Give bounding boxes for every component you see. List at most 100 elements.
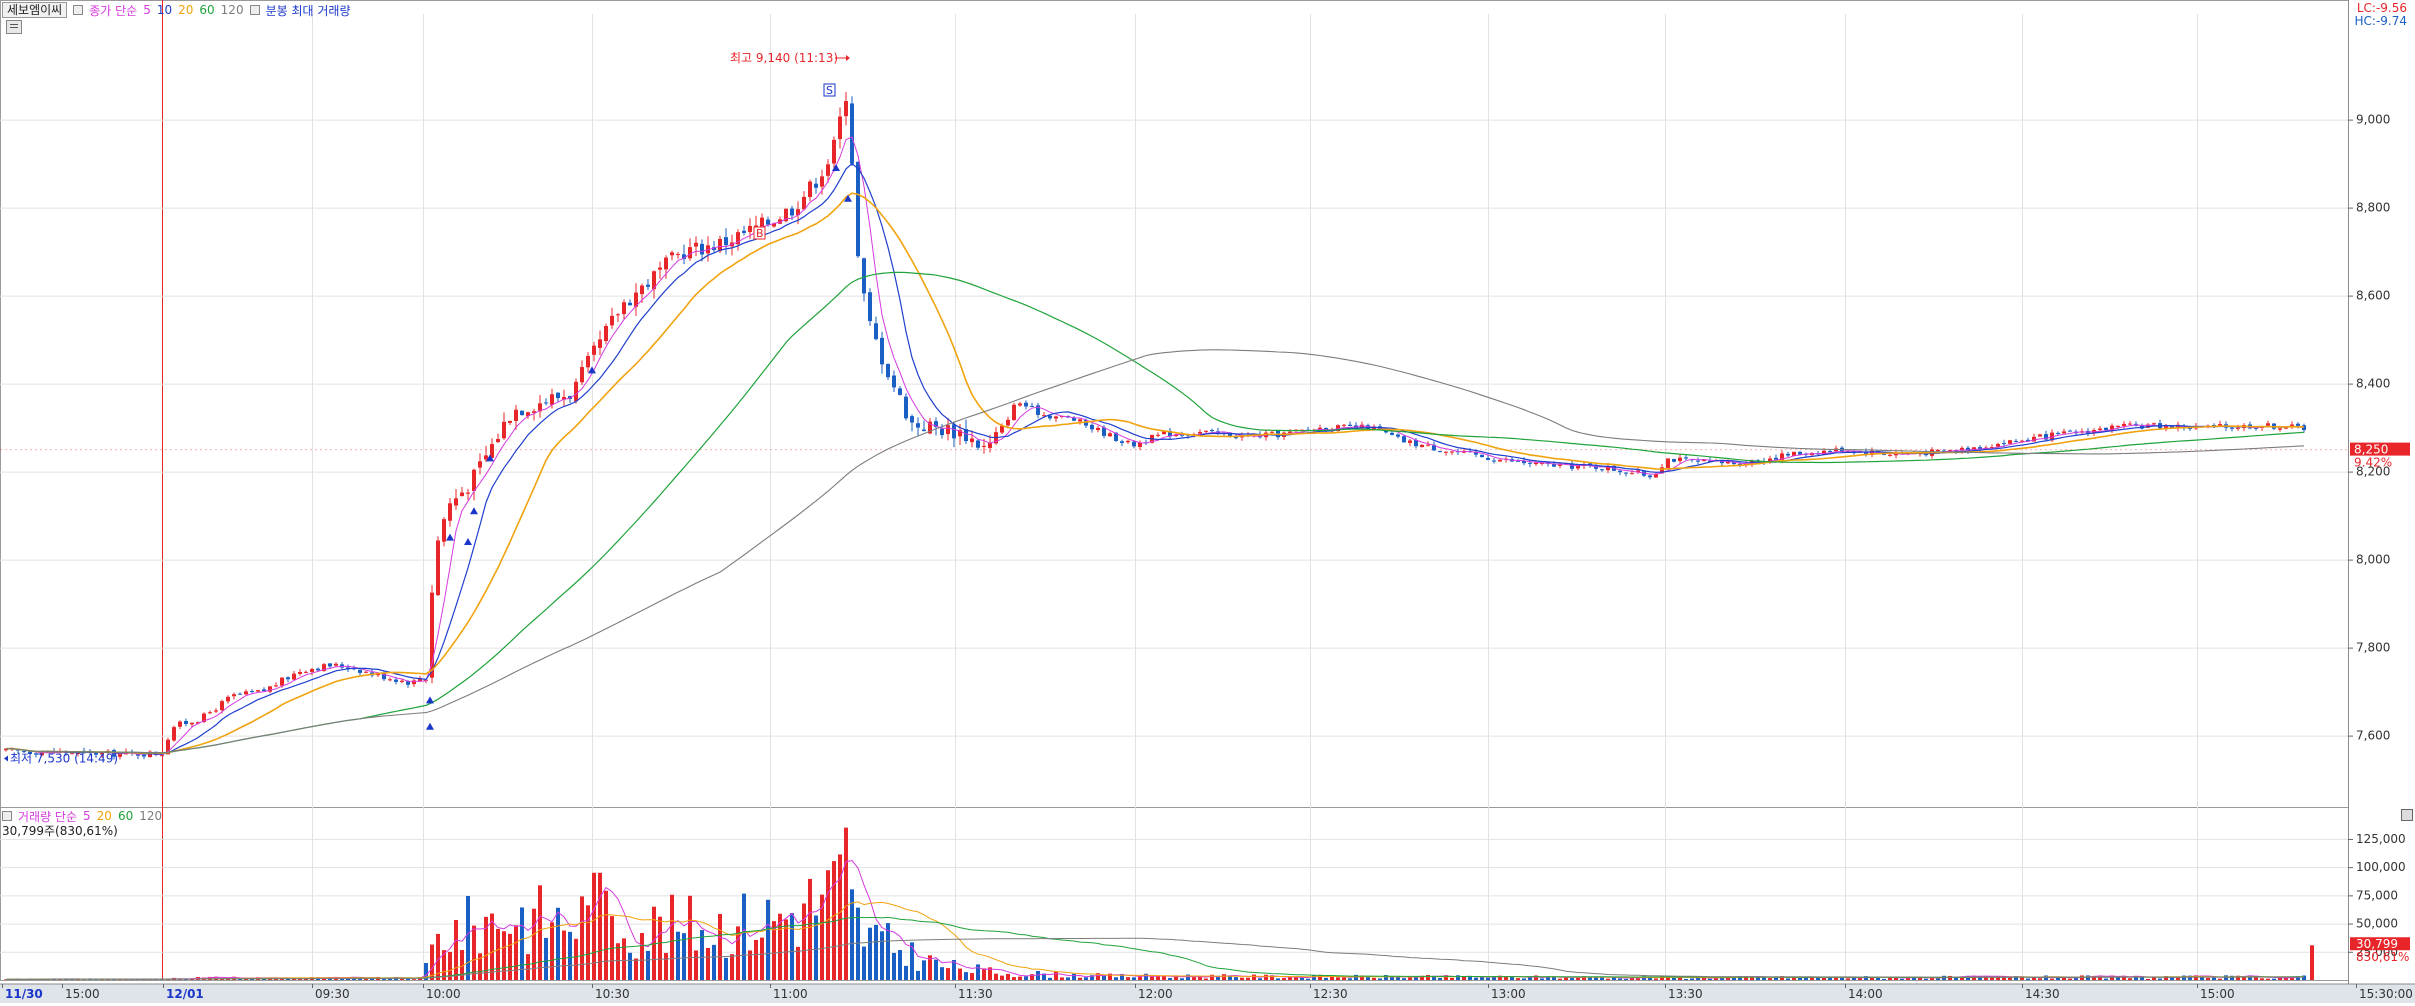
- candle-up[interactable]: [442, 519, 446, 542]
- candle-down[interactable]: [862, 258, 866, 293]
- candle-down[interactable]: [1624, 473, 1628, 474]
- volume-bar[interactable]: [982, 968, 986, 980]
- candle-up[interactable]: [364, 672, 368, 673]
- candle-up[interactable]: [574, 382, 578, 402]
- volume-bar[interactable]: [1132, 977, 1136, 980]
- volume-bar[interactable]: [790, 913, 794, 980]
- volume-bar[interactable]: [2068, 979, 2072, 980]
- volume-bar[interactable]: [550, 922, 554, 980]
- volume-bar[interactable]: [1426, 975, 1430, 980]
- volume-bar[interactable]: [1762, 977, 1766, 980]
- volume-bar[interactable]: [976, 964, 980, 980]
- volume-bar[interactable]: [2104, 979, 2108, 980]
- volume-bar[interactable]: [640, 933, 644, 980]
- volume-bar[interactable]: [664, 953, 668, 980]
- candle-up[interactable]: [2008, 440, 2012, 444]
- candle-up[interactable]: [2266, 423, 2270, 425]
- volume-bar[interactable]: [958, 969, 962, 980]
- volume-bar[interactable]: [724, 958, 728, 980]
- candle-up[interactable]: [1498, 460, 1502, 462]
- volume-bar[interactable]: [1000, 976, 1004, 980]
- candle-up[interactable]: [670, 252, 674, 255]
- volume-bar[interactable]: [526, 954, 530, 980]
- volume-bar[interactable]: [1930, 978, 1934, 980]
- volume-bar[interactable]: [1276, 978, 1280, 980]
- volume-bar[interactable]: [796, 947, 800, 980]
- candle-up[interactable]: [496, 439, 500, 442]
- candle-up[interactable]: [1450, 451, 1454, 452]
- volume-bar[interactable]: [970, 973, 974, 980]
- candle-up[interactable]: [430, 593, 434, 678]
- candle-up[interactable]: [190, 723, 194, 725]
- volume-bar[interactable]: [1156, 976, 1160, 980]
- volume-bar[interactable]: [1786, 978, 1790, 980]
- candle-down[interactable]: [328, 663, 332, 666]
- volume-bar[interactable]: [1024, 976, 1028, 980]
- volume-bar[interactable]: [2242, 977, 2246, 980]
- volume-bar[interactable]: [1600, 977, 1604, 980]
- volume-bar[interactable]: [1516, 978, 1520, 980]
- volume-bar[interactable]: [1198, 977, 1202, 980]
- volume-bar[interactable]: [622, 938, 626, 980]
- candle-up[interactable]: [592, 346, 596, 355]
- candle-up[interactable]: [1108, 433, 1112, 436]
- candle-down[interactable]: [790, 209, 794, 216]
- volume-bar[interactable]: [1918, 978, 1922, 980]
- volume-bar[interactable]: [2206, 978, 2210, 980]
- candle-up[interactable]: [826, 164, 830, 175]
- candle-down[interactable]: [1048, 416, 1052, 419]
- candle-down[interactable]: [1672, 459, 1676, 462]
- legend-box[interactable]: [73, 5, 83, 15]
- candle-up[interactable]: [1426, 445, 1430, 446]
- volume-bar[interactable]: [1858, 978, 1862, 980]
- volume-bar[interactable]: [496, 929, 500, 980]
- volume-bar[interactable]: [994, 974, 998, 980]
- volume-bar[interactable]: [1180, 978, 1184, 980]
- candle-up[interactable]: [1054, 416, 1058, 418]
- candle-up[interactable]: [1558, 465, 1562, 466]
- candle-up[interactable]: [1996, 444, 2000, 447]
- candle-up[interactable]: [454, 498, 458, 505]
- volume-bar[interactable]: [634, 958, 638, 980]
- candle-up[interactable]: [2038, 434, 2042, 436]
- volume-bar[interactable]: [1618, 978, 1622, 980]
- volume-bar[interactable]: [1054, 971, 1058, 980]
- volume-bar[interactable]: [1882, 979, 1886, 980]
- candle-up[interactable]: [1342, 425, 1346, 426]
- candle-down[interactable]: [1132, 442, 1136, 447]
- candle-up[interactable]: [1198, 432, 1202, 434]
- candle-down[interactable]: [1234, 437, 1238, 438]
- candle-up[interactable]: [1420, 445, 1424, 447]
- volume-bar[interactable]: [910, 942, 914, 980]
- candle-up[interactable]: [808, 182, 812, 197]
- candle-up[interactable]: [280, 678, 284, 686]
- volume-bar[interactable]: [544, 938, 548, 980]
- candle-up[interactable]: [244, 691, 248, 694]
- volume-bar[interactable]: [466, 896, 470, 980]
- volume-bar[interactable]: [1654, 978, 1658, 980]
- volume-bar[interactable]: [2128, 978, 2132, 980]
- candle-up[interactable]: [1630, 473, 1634, 474]
- menu-icon[interactable]: [6, 20, 22, 34]
- candle-up[interactable]: [580, 367, 584, 382]
- candle-up[interactable]: [2278, 428, 2282, 429]
- candle-up[interactable]: [1678, 458, 1682, 461]
- candle-up[interactable]: [664, 258, 668, 270]
- volume-bar[interactable]: [1474, 978, 1478, 980]
- volume-bar[interactable]: [568, 932, 572, 980]
- volume-bar[interactable]: [2260, 978, 2264, 980]
- candle-up[interactable]: [982, 446, 986, 447]
- volume-bar[interactable]: [1840, 978, 1844, 980]
- volume-bar[interactable]: [2008, 977, 2012, 980]
- candle-up[interactable]: [820, 176, 824, 186]
- candle-down[interactable]: [250, 691, 254, 692]
- volume-bar[interactable]: [1480, 977, 1484, 980]
- volume-bar[interactable]: [1222, 974, 1226, 980]
- volume-bar[interactable]: [1048, 978, 1052, 980]
- volume-bar[interactable]: [922, 960, 926, 980]
- candle-down[interactable]: [2014, 441, 2018, 442]
- volume-bar[interactable]: [1168, 978, 1172, 980]
- volume-bar[interactable]: [2218, 979, 2222, 980]
- candle-up[interactable]: [2152, 423, 2156, 424]
- volume-bar[interactable]: [868, 928, 872, 980]
